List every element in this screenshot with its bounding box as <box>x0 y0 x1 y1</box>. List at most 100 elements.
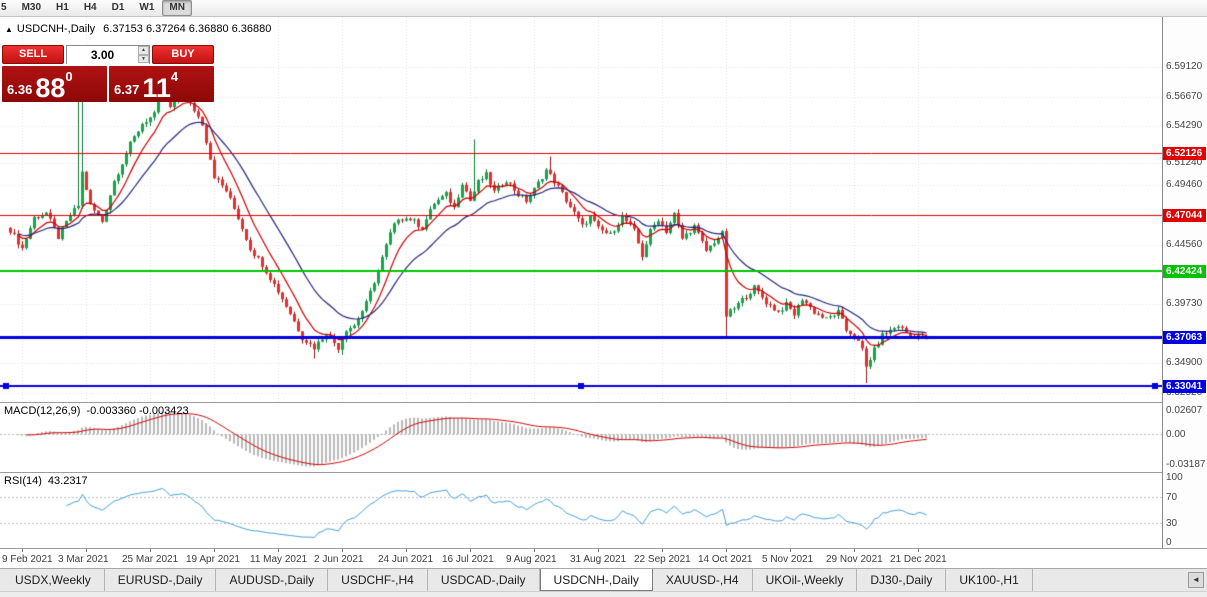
macd-title: MACD(12,26,9) -0.003360 -0.003423 <box>4 405 189 417</box>
chart-tab-usdcad-daily[interactable]: USDCAD-,Daily <box>427 569 540 591</box>
price-tick-label: 6.51240 <box>1166 157 1203 169</box>
buy-price-display[interactable]: 6.37 11 4 <box>109 66 214 102</box>
date-tick-label: 22 Sep 2021 <box>634 554 691 565</box>
date-tick-label: 14 Oct 2021 <box>698 554 753 565</box>
timeframe-button-d1[interactable]: D1 <box>111 2 125 13</box>
date-tick-label: 3 Mar 2021 <box>58 554 109 565</box>
sell-price-display[interactable]: 6.36 88 0 <box>2 66 107 102</box>
chart-tab-bar: USDX,Weekly EURUSD-,Daily AUDUSD-,Daily USD… <box>0 568 1207 591</box>
buy-button[interactable]: BUY <box>152 45 214 64</box>
date-tick-label: 21 Dec 2021 <box>890 554 947 565</box>
date-tick-label: 19 Apr 2021 <box>186 554 240 565</box>
time-axis[interactable]: 9 Feb 2021 3 Mar 2021 25 Mar 2021 19 Apr 20… <box>0 548 1207 568</box>
sell-price-base: 6.36 <box>7 82 33 97</box>
rsi-indicator-panel[interactable]: RSI(14) 43.2317 <box>0 472 1162 548</box>
chart-tab-xauusd-h4[interactable]: XAUUSD-,H4 <box>652 569 753 591</box>
chart-tab-eurusd-daily[interactable]: EURUSD-,Daily <box>104 569 217 591</box>
price-line-badge: 6.52126 <box>1163 146 1206 160</box>
price-line-badge: 6.42424 <box>1163 265 1206 279</box>
date-tick-mark <box>662 549 663 552</box>
rsi-title: RSI(14) 43.2317 <box>4 475 88 487</box>
sell-price-point: 0 <box>65 69 73 84</box>
buy-price-base: 6.37 <box>114 82 140 97</box>
date-tick-mark <box>534 549 535 552</box>
date-tick-label: 25 Mar 2021 <box>122 554 179 565</box>
price-axis[interactable]: 6.59120 6.56670 6.54290 6.51240 6.49460 6.445… <box>1162 17 1207 548</box>
rsi-tick-label: 100 <box>1166 472 1183 483</box>
date-tick-mark <box>726 549 727 552</box>
price-tick-label: 6.49460 <box>1166 179 1203 191</box>
macd-values: -0.003360 -0.003423 <box>86 405 189 417</box>
date-tick-label: 16 Jul 2021 <box>442 554 494 565</box>
price-chart-panel[interactable]: ▲ USDCNH-,Daily 6.37153 6.37264 6.36880 6.… <box>0 17 1162 402</box>
date-tick-mark <box>342 549 343 552</box>
rsi-tick-label: 30 <box>1166 517 1178 529</box>
date-tick-mark <box>214 549 215 552</box>
date-tick-label: 11 May 2021 <box>250 554 308 565</box>
buy-price-pips: 11 <box>142 72 171 103</box>
volume-down-button[interactable]: ▼ <box>138 54 149 63</box>
date-tick-label: 24 Jun 2021 <box>378 554 434 565</box>
date-tick-mark <box>150 549 151 552</box>
rsi-value: 43.2317 <box>47 475 88 487</box>
chart-tab-uk100-h1[interactable]: UK100-,H1 <box>946 569 1033 591</box>
date-tick-label: 9 Aug 2021 <box>506 554 557 565</box>
date-tick-mark <box>918 549 919 552</box>
price-tick-label: 6.54290 <box>1166 120 1203 132</box>
macd-indicator-panel[interactable]: MACD(12,26,9) -0.003360 -0.003423 <box>0 402 1162 472</box>
date-tick-mark <box>854 549 855 552</box>
date-tick-mark <box>278 549 279 552</box>
price-tick-label: 6.39730 <box>1166 298 1203 310</box>
price-tick-label: 6.56670 <box>1166 90 1203 102</box>
timeframe-button-5[interactable]: 5 <box>1 2 7 13</box>
volume-field[interactable]: ▲ ▼ <box>66 45 150 64</box>
sell-button[interactable]: SELL <box>2 45 64 64</box>
price-line-badge: 6.47044 <box>1163 208 1206 222</box>
macd-name: MACD(12,26,9) <box>4 405 81 417</box>
timeframe-button-h4[interactable]: H4 <box>83 2 97 13</box>
date-tick-mark <box>790 549 791 552</box>
chart-tab-usdx-weekly[interactable]: USDX,Weekly <box>2 569 105 591</box>
date-tick-label: 31 Aug 2021 <box>570 554 627 565</box>
status-strip <box>0 591 1207 597</box>
macd-tick-label: 0.00 <box>1166 429 1186 441</box>
trade-prices-row: 6.36 88 0 6.37 11 4 <box>2 66 214 102</box>
date-tick-mark <box>470 549 471 552</box>
date-tick-mark <box>406 549 407 552</box>
chart-tab-usdcnh-daily[interactable]: USDCNH-,Daily <box>539 569 653 591</box>
tab-scroll-left-button[interactable]: ◄ <box>1188 572 1204 588</box>
chart-ohlc-values: 6.37153 6.37264 6.36880 6.36880 <box>103 23 272 35</box>
price-tick-label: 6.34900 <box>1166 357 1203 369</box>
one-click-trading-panel: SELL ▲ ▼ BUY 6.36 88 0 6.37 <box>2 45 214 102</box>
price-tick-label: 6.59120 <box>1166 60 1203 72</box>
timeframe-button-m30[interactable]: M30 <box>21 2 42 13</box>
timeframe-button-mn[interactable]: MN <box>162 0 192 16</box>
chart-tab-audusd-daily[interactable]: AUDUSD-,Daily <box>216 569 329 591</box>
date-tick-mark <box>86 549 87 552</box>
timeframe-button-h1[interactable]: H1 <box>56 2 69 13</box>
chart-title: ▲ USDCNH-,Daily 6.37153 6.37264 6.36880 6.… <box>5 23 271 35</box>
date-tick-mark <box>598 549 599 552</box>
buy-price-point: 4 <box>170 69 179 84</box>
volume-up-button[interactable]: ▲ <box>138 46 149 55</box>
date-tick-label: 9 Feb 2021 <box>2 554 53 565</box>
one-click-collapse-icon[interactable]: ▲ <box>5 25 13 34</box>
price-tick-label: 6.44560 <box>1166 239 1203 251</box>
date-tick-label: 29 Nov 2021 <box>826 554 883 565</box>
date-tick-label: 2 Jun 2021 <box>314 554 364 565</box>
volume-input[interactable] <box>67 46 149 64</box>
chart-tab-dj30-daily[interactable]: DJ30-,Daily <box>857 569 947 591</box>
rsi-canvas[interactable] <box>0 473 1162 548</box>
chart-tab-ukoil-weekly[interactable]: UKOil-,Weekly <box>752 569 858 591</box>
volume-spinner: ▲ ▼ <box>138 46 149 63</box>
price-line-badge: 6.37063 <box>1163 330 1206 344</box>
date-tick-mark <box>22 549 23 552</box>
chart-symbol-period: USDCNH-,Daily <box>16 23 96 35</box>
macd-canvas[interactable] <box>0 403 1162 472</box>
timeframe-button-w1[interactable]: W1 <box>139 2 155 13</box>
date-tick-label: 5 Nov 2021 <box>762 554 814 565</box>
price-line-badge: 6.33041 <box>1163 380 1206 394</box>
timeframe-toolbar: 5 M30 H1 H4 D1 W1 MN <box>0 0 1207 17</box>
chart-tab-usdchf-h4[interactable]: USDCHF-,H4 <box>328 569 428 591</box>
